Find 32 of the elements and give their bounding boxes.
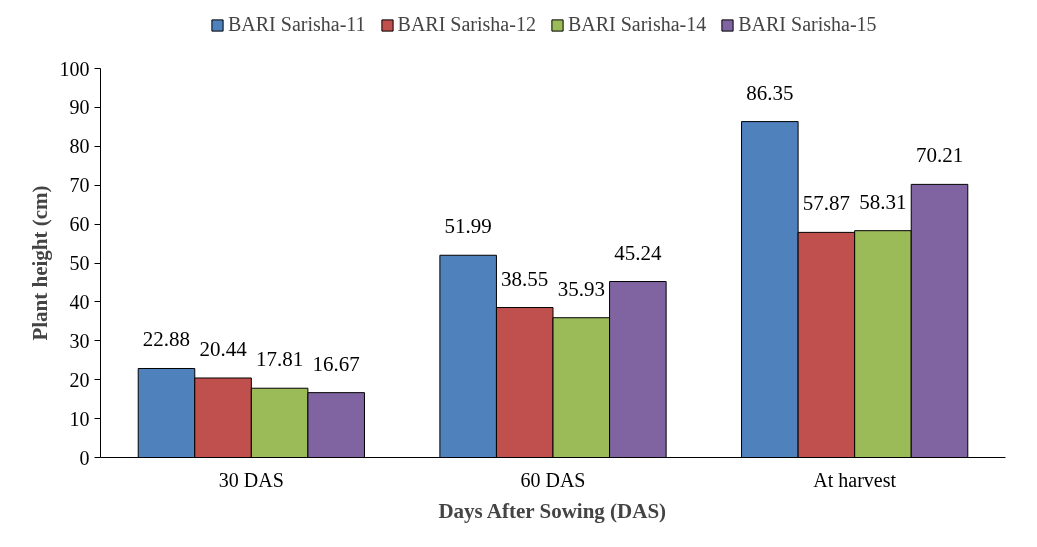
y-tick-label: 40 — [69, 290, 90, 313]
y-tick-label: 10 — [69, 407, 90, 430]
data-label: 16.67 — [312, 351, 360, 376]
y-tick-label: 80 — [69, 135, 90, 158]
y-tick-label: 20 — [69, 368, 90, 391]
data-label: 22.88 — [142, 327, 191, 352]
data-label: 35.93 — [557, 276, 605, 301]
data-label: 58.31 — [859, 189, 907, 214]
y-tick-label: 70 — [69, 174, 90, 197]
data-label: 57.87 — [802, 191, 851, 216]
y-tick-label: 90 — [69, 96, 90, 119]
legend-label: BARI Sarisha-11 — [228, 13, 366, 36]
y-tick-label: 30 — [69, 329, 90, 352]
y-tick-label: 60 — [69, 213, 90, 236]
x-tick-label: 30 DAS — [218, 468, 284, 491]
legend-label: BARI Sarisha-12 — [397, 13, 536, 36]
data-label: 51.99 — [444, 214, 492, 239]
y-tick-label: 100 — [59, 57, 90, 80]
x-tick-label: At harvest — [813, 468, 897, 491]
legend-label: BARI Sarisha-15 — [738, 13, 877, 36]
legend-label: BARI Sarisha-14 — [567, 13, 707, 36]
y-axis-title: Plant height (cm) — [27, 185, 52, 341]
y-tick-label: 0 — [79, 446, 90, 469]
y-tick-label: 50 — [69, 252, 90, 274]
data-label: 17.81 — [255, 347, 304, 372]
x-tick-label: 60 DAS — [520, 468, 586, 491]
data-label: 70.21 — [915, 143, 964, 168]
data-label: 45.24 — [614, 240, 662, 265]
data-label: 20.44 — [199, 336, 248, 361]
x-axis-title: Days After Sowing (DAS) — [438, 498, 667, 523]
data-label: 38.55 — [501, 266, 549, 291]
data-label: 86.35 — [746, 80, 794, 105]
